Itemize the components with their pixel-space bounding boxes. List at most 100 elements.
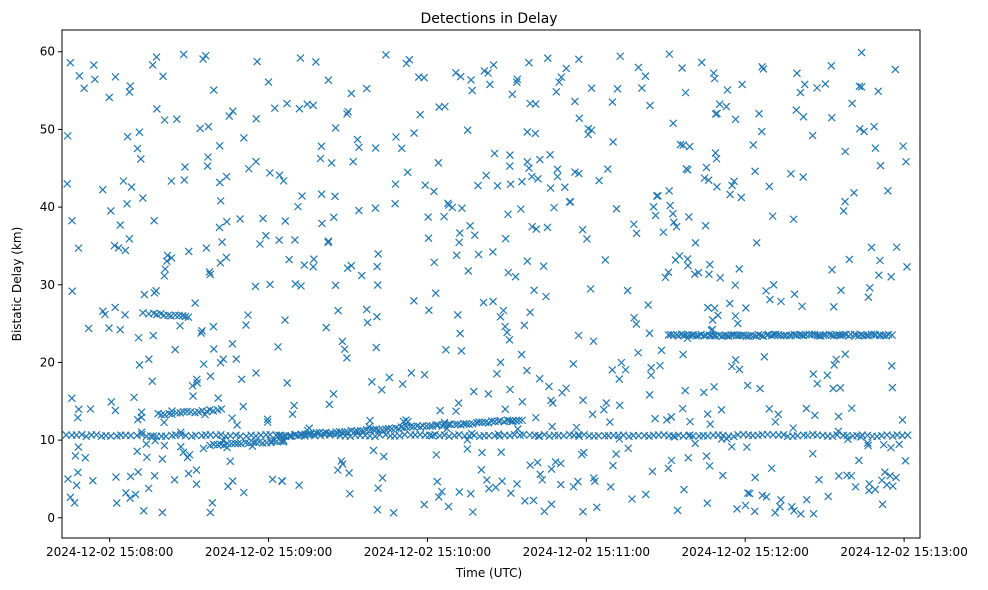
data-point <box>159 72 167 81</box>
data-point <box>63 179 72 188</box>
data-point <box>857 48 866 57</box>
data-point <box>609 461 617 470</box>
data-point <box>870 122 879 131</box>
data-point <box>767 464 776 473</box>
data-point <box>675 251 684 260</box>
data-point <box>111 406 120 415</box>
data-point <box>566 197 575 206</box>
data-point <box>802 495 811 504</box>
data-point <box>535 155 544 164</box>
data-point <box>160 410 169 419</box>
data-point <box>127 183 136 192</box>
data-point <box>434 158 443 167</box>
data-point <box>233 421 242 429</box>
data-point <box>647 363 656 372</box>
data-point <box>506 385 514 394</box>
data-point <box>405 55 414 64</box>
data-point <box>799 112 808 121</box>
data-point <box>891 65 900 74</box>
data-point <box>213 440 222 449</box>
data-point <box>730 177 738 186</box>
data-point <box>665 186 674 195</box>
data-point <box>760 352 769 361</box>
data-point <box>727 442 736 451</box>
data-point <box>160 271 169 280</box>
data-point <box>815 475 823 484</box>
data-point <box>751 167 759 176</box>
data-point <box>888 383 897 392</box>
data-point <box>599 405 608 414</box>
data-point <box>167 177 176 185</box>
data-point <box>543 54 552 63</box>
data-point <box>526 308 535 317</box>
data-point <box>700 174 709 183</box>
data-point <box>718 471 727 480</box>
data-point <box>756 384 764 393</box>
data-point <box>547 465 556 474</box>
data-point <box>398 380 407 389</box>
data-point <box>338 337 347 346</box>
data-point <box>192 480 201 489</box>
data-point <box>888 482 897 491</box>
data-point <box>664 464 673 473</box>
data-point <box>574 55 583 64</box>
data-point <box>796 509 805 518</box>
data-point <box>160 418 169 427</box>
data-point <box>809 509 818 518</box>
data-point <box>374 426 383 435</box>
data-point <box>551 457 560 466</box>
data-point <box>810 330 819 339</box>
data-point <box>556 459 565 468</box>
data-point <box>830 360 839 369</box>
data-point <box>523 157 532 166</box>
data-point <box>895 440 904 449</box>
data-point <box>823 371 832 380</box>
data-point <box>735 265 744 273</box>
data-point <box>518 397 527 406</box>
data-point <box>279 437 288 446</box>
chart-title: Detections in Delay <box>420 11 557 27</box>
data-point <box>296 54 305 63</box>
data-point <box>645 432 653 441</box>
data-point <box>855 82 864 91</box>
data-point <box>130 393 138 402</box>
data-point <box>345 469 353 477</box>
data-point <box>331 192 339 201</box>
data-point <box>452 251 461 260</box>
x-tick-label: 2024-12-02 15:12:00 <box>681 545 808 559</box>
data-point <box>613 84 622 93</box>
data-point <box>903 262 911 271</box>
data-point <box>329 213 338 222</box>
data-point <box>209 322 218 331</box>
data-point <box>268 475 277 484</box>
data-point <box>457 346 466 355</box>
data-point <box>133 415 142 424</box>
data-point <box>290 236 299 244</box>
data-point <box>354 143 363 152</box>
data-point <box>888 432 897 441</box>
data-point <box>883 186 892 195</box>
data-point <box>518 177 526 186</box>
data-point <box>841 197 849 206</box>
data-point <box>325 400 334 409</box>
data-point <box>171 345 180 354</box>
data-point <box>578 507 587 516</box>
data-point <box>901 456 910 465</box>
data-point <box>253 57 262 66</box>
data-point <box>546 150 554 159</box>
data-point <box>547 396 555 405</box>
data-point <box>529 496 538 505</box>
data-point <box>228 414 237 423</box>
data-point <box>834 427 843 436</box>
data-point <box>705 461 714 470</box>
x-axis: 2024-12-02 15:08:00 2024-12-02 15:09:00 20… <box>46 538 968 559</box>
data-point <box>749 141 758 149</box>
data-point <box>569 360 578 368</box>
y-tick-label: 40 <box>40 200 55 214</box>
data-point <box>841 147 850 156</box>
data-point <box>629 220 638 229</box>
data-point <box>135 361 144 369</box>
data-point <box>595 176 604 185</box>
data-point <box>178 311 187 320</box>
data-point <box>697 58 706 67</box>
